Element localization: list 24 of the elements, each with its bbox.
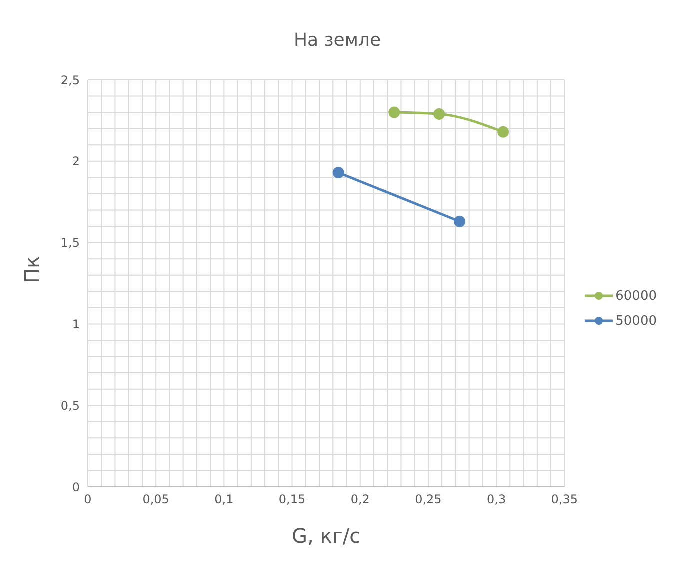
x-tick-label: 0,1 bbox=[214, 492, 234, 507]
x-tick-label: 0 bbox=[84, 492, 92, 507]
point bbox=[434, 108, 446, 120]
point bbox=[332, 167, 344, 179]
chart-title: На земле bbox=[292, 29, 382, 53]
legend-label: 50000 bbox=[616, 314, 657, 328]
y-tick-label: 0 bbox=[72, 480, 80, 494]
x-tick-label: 0,25 bbox=[415, 492, 442, 507]
y-tick-label: 2,5 bbox=[60, 73, 80, 88]
y-tick-label: 1 bbox=[72, 317, 80, 332]
x-tick-label: 0,3 bbox=[487, 492, 506, 507]
point bbox=[498, 126, 510, 138]
y-axis-title: Пк bbox=[20, 256, 44, 284]
y-tick-label: 2 bbox=[72, 154, 80, 169]
x-tick-label: 0,05 bbox=[142, 492, 170, 507]
legend-label: 60000 bbox=[616, 288, 657, 304]
point bbox=[454, 216, 466, 228]
y-tick-label: 0,5 bbox=[60, 398, 80, 413]
x-axis-title: G, кг/с bbox=[292, 524, 361, 548]
x-tick-label: 0,2 bbox=[350, 492, 370, 507]
point bbox=[388, 106, 400, 118]
x-tick-label: 0,15 bbox=[278, 492, 306, 507]
x-tick-label: 0,35 bbox=[551, 492, 578, 507]
y-tick-label: 1,5 bbox=[60, 236, 80, 250]
